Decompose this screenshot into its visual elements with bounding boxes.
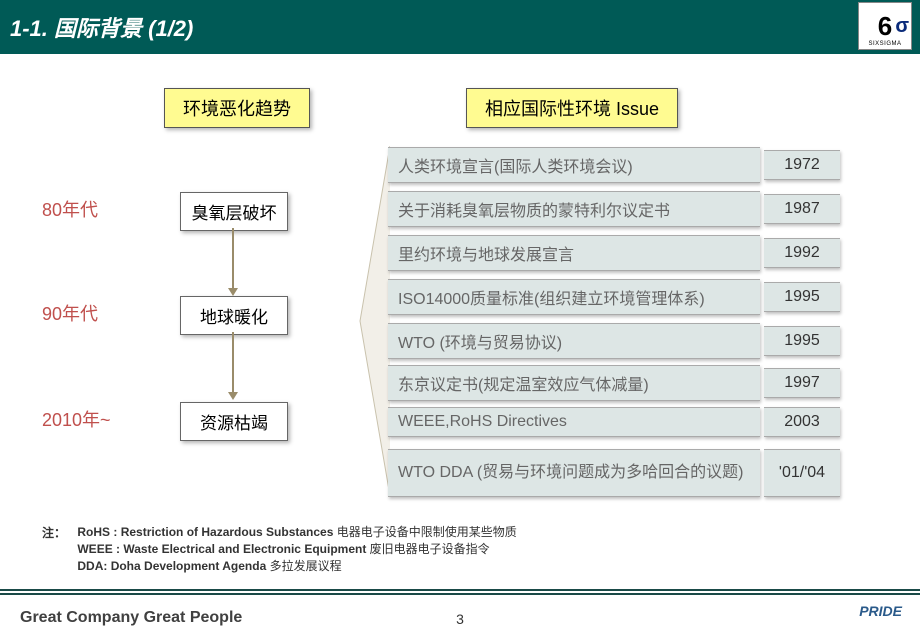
note-dda-bold: DDA: Doha Development Agenda	[77, 559, 266, 573]
sigma-icon: σ	[895, 15, 909, 38]
decade-90: 90年代	[42, 300, 98, 326]
footer-page-number: 3	[456, 611, 464, 627]
issue-event: WTO (环境与贸易协议)	[388, 323, 760, 359]
decade-2010: 2010年~	[42, 406, 111, 432]
issue-year: 1995	[764, 282, 840, 312]
issue-event: 关于消耗臭氧层物质的蒙特利尔议定书	[388, 191, 760, 227]
section-label-issues: 相应国际性环境 Issue	[466, 88, 678, 128]
issue-row: ISO14000质量标准(组织建立环境管理体系) 1995	[388, 279, 864, 315]
page-title: 1-1. 国际背景 (1/2)	[10, 11, 193, 43]
footer-brand: PRIDE	[859, 603, 902, 619]
issue-year: 1987	[764, 194, 840, 224]
section-label-trends: 环境恶化趋势	[164, 88, 310, 128]
footer-divider	[0, 593, 920, 595]
issue-year: 1992	[764, 238, 840, 268]
trend-box-warming: 地球暖化	[180, 296, 288, 335]
issue-event: WEEE,RoHS Directives	[388, 407, 760, 437]
note-rohs-rest: 电器电子设备中限制使用某些物质	[333, 525, 516, 539]
connector-shape	[358, 146, 390, 496]
trend-box-depletion: 资源枯竭	[180, 402, 288, 441]
sixsigma-logo: 6 σ SIXSIGMA	[858, 2, 912, 50]
issue-row: 关于消耗臭氧层物质的蒙特利尔议定书 1987	[388, 191, 864, 227]
issue-row: WTO DDA (贸易与环境问题成为多哈回合的议题) '01/'04	[388, 449, 864, 497]
footer-tagline: Great Company Great People	[20, 609, 242, 627]
issue-year: '01/'04	[764, 449, 840, 497]
content-area: 环境恶化趋势 相应国际性环境 Issue 80年代 90年代 2010年~ 臭氧…	[0, 54, 920, 584]
issue-event: WTO DDA (贸易与环境问题成为多哈回合的议题)	[388, 449, 760, 497]
header-bar: 1-1. 国际背景 (1/2) 6 σ SIXSIGMA	[0, 0, 920, 54]
issue-year: 1995	[764, 326, 840, 356]
issue-event: ISO14000质量标准(组织建立环境管理体系)	[388, 279, 760, 315]
decade-80: 80年代	[42, 196, 98, 222]
issue-row: 里约环境与地球发展宣言 1992	[388, 235, 864, 271]
notes-section: 注： RoHS : Restriction of Hazardous Subst…	[42, 524, 517, 574]
issue-event: 人类环境宣言(国际人类环境会议)	[388, 147, 760, 183]
issue-row: WEEE,RoHS Directives 2003	[388, 407, 864, 437]
note-rohs-bold: RoHS : Restriction of Hazardous Substanc…	[77, 525, 333, 539]
arrow-down-icon	[232, 332, 234, 394]
notes-label: 注：	[42, 524, 66, 541]
footer: Great Company Great People 3 PRIDE	[0, 589, 920, 637]
issue-row: WTO (环境与贸易协议) 1995	[388, 323, 864, 359]
note-weee-bold: WEEE : Waste Electrical and Electronic E…	[77, 542, 366, 556]
note-weee-rest: 废旧电器电子设备指令	[366, 542, 489, 556]
logo-text: SIXSIGMA	[868, 41, 901, 47]
issue-event: 东京议定书(规定温室效应气体减量)	[388, 365, 760, 401]
note-dda-rest: 多拉发展议程	[266, 559, 341, 573]
arrow-down-icon	[232, 228, 234, 290]
notes-body: RoHS : Restriction of Hazardous Substanc…	[77, 524, 516, 574]
issue-event: 里约环境与地球发展宣言	[388, 235, 760, 271]
issue-row: 人类环境宣言(国际人类环境会议) 1972	[388, 147, 864, 183]
issue-year: 1972	[764, 150, 840, 180]
logo-number: 6	[878, 13, 892, 39]
trend-box-ozone: 臭氧层破坏	[180, 192, 288, 231]
issue-row: 东京议定书(规定温室效应气体减量) 1997	[388, 365, 864, 401]
issue-year: 2003	[764, 407, 840, 437]
issue-year: 1997	[764, 368, 840, 398]
